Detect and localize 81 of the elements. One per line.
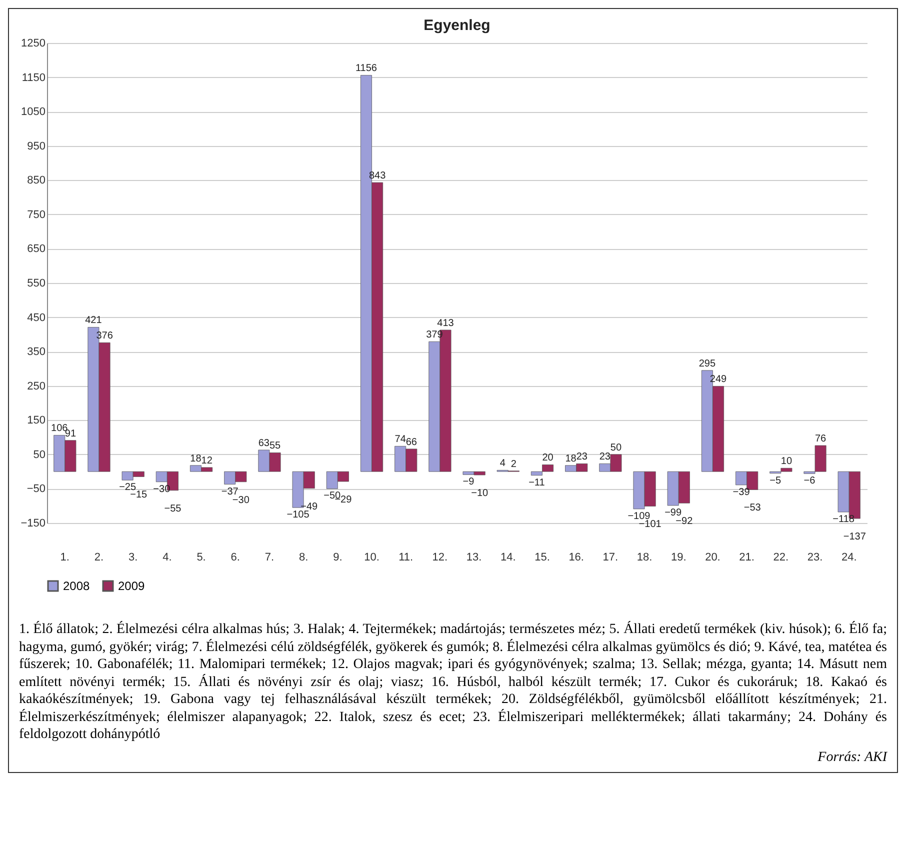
x-tick-label: 6. xyxy=(230,552,240,564)
x-tick-label: 7. xyxy=(264,552,274,564)
data-label: 20 xyxy=(542,452,554,464)
y-tick-label: 50 xyxy=(33,448,46,461)
x-tick-label: 24. xyxy=(841,552,857,564)
data-label: −37 xyxy=(221,486,239,498)
data-label: 23 xyxy=(599,452,611,463)
y-tick-label: 550 xyxy=(27,278,46,290)
data-label: 76 xyxy=(814,434,827,445)
data-label: −30 xyxy=(232,494,250,506)
data-label: 413 xyxy=(437,318,454,329)
x-tick-label: 19. xyxy=(670,552,686,564)
data-label: −39 xyxy=(732,486,750,498)
x-tick-label: 2. xyxy=(94,552,104,564)
data-label: 23 xyxy=(576,452,588,463)
x-tick-label: 20. xyxy=(705,552,720,564)
y-tick-label: 450 xyxy=(27,312,46,324)
data-label: −6 xyxy=(804,476,816,487)
y-tick-label: 150 xyxy=(27,414,46,427)
y-tick-label: −150 xyxy=(20,518,46,530)
x-tick-label: 18. xyxy=(636,552,652,564)
data-label: −118 xyxy=(832,514,855,526)
data-label: −137 xyxy=(843,532,866,543)
data-label: 2 xyxy=(510,458,517,470)
data-label: 63 xyxy=(258,438,270,449)
x-tick-label: 22. xyxy=(773,552,789,564)
x-tick-label: 15. xyxy=(534,552,550,564)
x-tick-label: 8. xyxy=(298,552,308,564)
y-tick-label: 850 xyxy=(27,174,46,187)
data-label: −99 xyxy=(664,508,682,519)
data-label: −5 xyxy=(770,475,782,486)
data-label: 4 xyxy=(500,458,506,470)
x-tick-label: 9. xyxy=(333,552,342,564)
data-label: 55 xyxy=(269,440,282,452)
y-tick-label: 1150 xyxy=(22,72,46,84)
x-tick-label: 10. xyxy=(364,552,380,564)
text: Forrás: AKI xyxy=(816,750,887,766)
x-tick-label: 13. xyxy=(466,552,482,564)
text: 1. Élő állatok; 2. Élelmezési célra alkalmas hús; 3. Halak; 4. Tejtermékek; madártojás; természetes méz; 5. Állati eredetű termékek (kiv. húsok); 6. Élő fa; hagyma, gumó, gyökér; virág; 7. Élelmezési célú zöldségfélék, gyökerek és gumók; 8. Élelmezési célra alkalmas gyümölcs és dió; 9. Kávé, tea, matétea és fűszerek; 10. Gabonafélék; 11. Malomipari termékek; 12. Olajos magvak; ipari és gyógynövények; szalma; 13. Sellak; mézga, gyanta; 14. Másutt nem említett növényi termék; 15. Állati és növényi zsír és olaj; viasz; 16. Húsból, halból készült termék; 17. Cukor és cukoráruk; 18. Kakaó és kakaókészítmények; 19. Gabona vagy tej felhasználásával készült termékek; 20. Zöldségfélékből, gyümölcsből előállított készítmények; 21. Élelmiszerkészítmények; élelmiszer alapanyagok; 22. Italok, szesz és ecet; 23. Élelmiszeripari melléktermékek; állati takarmány; 24. Dohány és feldolgozott dohánypótló xyxy=(19,621,887,744)
y-tick-label: 1250 xyxy=(21,38,46,50)
data-label: −11 xyxy=(528,477,546,488)
legend-label: 2009 xyxy=(118,579,146,593)
data-label: 50 xyxy=(610,442,622,454)
data-label: 12 xyxy=(201,455,213,466)
x-tick-label: 17. xyxy=(602,552,618,564)
data-label: 18 xyxy=(190,453,202,464)
x-tick-label: 4. xyxy=(162,552,172,564)
y-tick-label: 950 xyxy=(27,140,46,152)
data-label: −30 xyxy=(153,484,171,495)
data-label: 10 xyxy=(780,456,792,468)
data-label: 421 xyxy=(85,315,102,326)
x-tick-label: 1. xyxy=(60,552,70,564)
data-label: 91 xyxy=(64,428,76,440)
y-tick-label: 750 xyxy=(27,208,46,221)
data-label: 295 xyxy=(698,358,716,370)
x-tick-label: 23. xyxy=(807,552,823,564)
x-tick-label: 3. xyxy=(128,552,138,564)
y-tick-label: −50 xyxy=(26,483,46,496)
x-tick-label: 16. xyxy=(568,552,584,564)
legend-label: 2008 xyxy=(63,579,90,593)
y-tick-label: 350 xyxy=(27,346,46,358)
data-label: −101 xyxy=(638,519,662,530)
x-tick-label: 5. xyxy=(196,552,206,564)
y-tick-label: 650 xyxy=(27,243,46,256)
data-label: 18 xyxy=(565,453,577,464)
data-label: −55 xyxy=(164,503,182,514)
data-label: −92 xyxy=(676,516,694,528)
x-tick-label: 11. xyxy=(398,552,414,564)
data-label: −10 xyxy=(471,488,489,499)
y-tick-label: 1050 xyxy=(21,106,46,118)
y-tick-label: 250 xyxy=(27,380,46,392)
x-tick-label: 12. xyxy=(432,552,448,564)
data-label: 74 xyxy=(394,434,406,446)
data-label: 66 xyxy=(406,436,418,448)
x-tick-label: 21. xyxy=(739,552,754,564)
chart-title: Egyenleg xyxy=(424,17,490,34)
data-label: −53 xyxy=(744,502,762,514)
data-label: −105 xyxy=(286,510,310,521)
x-tick-label: 14. xyxy=(500,552,516,564)
data-label: −9 xyxy=(462,476,475,488)
data-label: 1156 xyxy=(355,63,378,74)
